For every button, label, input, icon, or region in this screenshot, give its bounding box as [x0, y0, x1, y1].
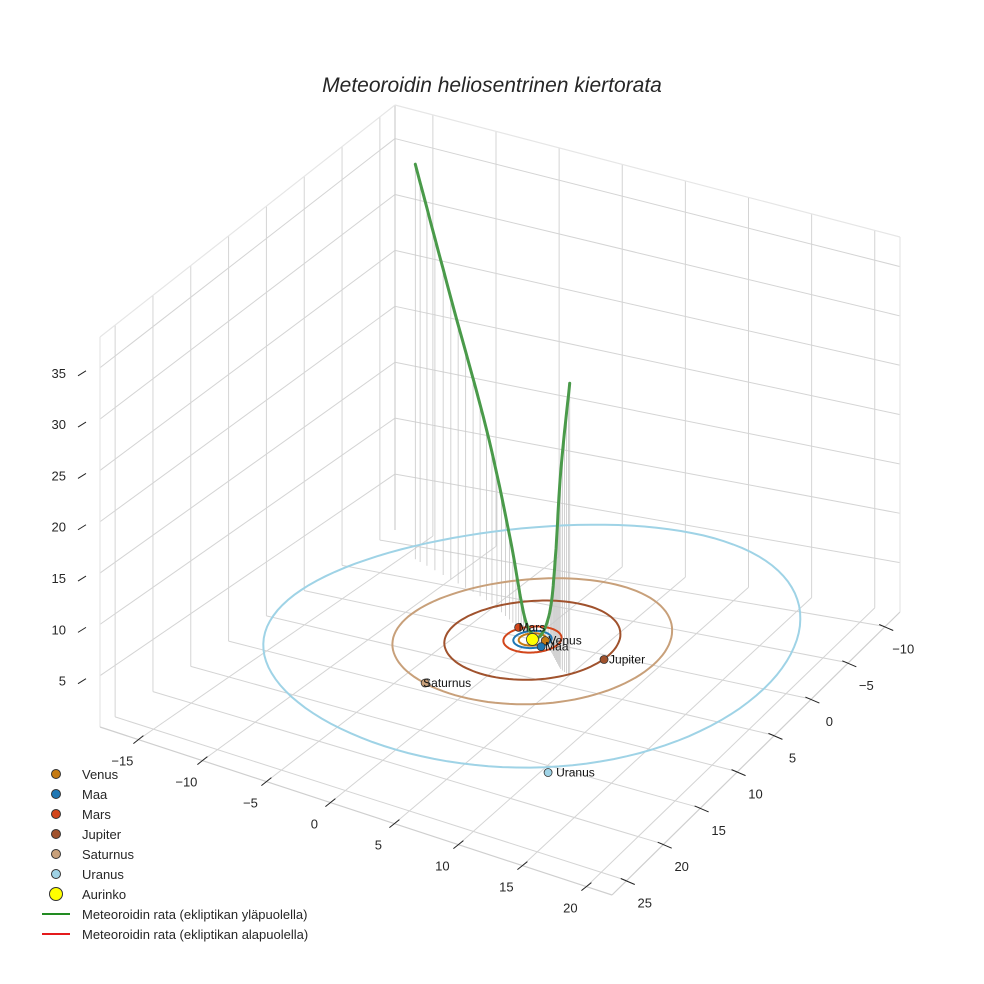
z-tick-label: 30 [52, 417, 66, 432]
saturnus-marker-icon [51, 849, 61, 859]
mars-marker [514, 623, 524, 632]
legend-item-jupiter[interactable]: Jupiter [36, 824, 308, 844]
z-tick-label: 25 [52, 468, 66, 483]
y-tick-label: 0 [826, 714, 833, 729]
y-tick-label: 20 [674, 859, 688, 874]
y-tick-label: 10 [748, 787, 762, 802]
z-tick-label: 20 [52, 520, 66, 535]
jupiter-marker-icon [51, 829, 61, 839]
legend-item-aurinko[interactable]: Aurinko [36, 884, 308, 904]
grid-lines [99, 104, 901, 896]
axis-ticks: −15 −10 −5 0 5 10 15 20 −10 −5 0 5 10 15 20 25 5 10 15 20 25… [52, 366, 915, 916]
saturnus-label: Saturnus [423, 676, 471, 690]
green-line-icon [42, 913, 70, 915]
saturnus-marker [420, 678, 430, 688]
x-tick-label: 10 [435, 859, 449, 874]
x-tick-label: −10 [175, 775, 197, 790]
sun-marker-icon [49, 887, 63, 901]
planet-orbits [262, 523, 802, 769]
legend-item-trajectory-above[interactable]: Meteoroidin rata (ekliptikan yläpuolella… [36, 904, 308, 924]
sun-marker [526, 633, 539, 646]
y-tick-label: −5 [859, 678, 874, 693]
x-tick-label: −15 [111, 754, 133, 769]
legend-item-maa[interactable]: Maa [36, 784, 308, 804]
x-tick-label: 0 [311, 817, 318, 832]
x-tick-label: −5 [243, 796, 258, 811]
z-tick-label: 10 [52, 622, 66, 637]
venus-marker-icon [51, 769, 61, 779]
z-tick-label: 35 [52, 366, 66, 381]
maa-marker-icon [51, 789, 61, 799]
legend-item-venus[interactable]: Venus [36, 764, 308, 784]
uranus-marker-icon [51, 869, 61, 879]
venus-label: Venus [548, 634, 581, 648]
x-tick-label: 20 [563, 901, 577, 916]
uranus-marker [543, 768, 553, 777]
y-tick-label: 5 [789, 750, 796, 765]
legend: Venus Maa Mars Jupiter Saturnus Uranus A… [36, 764, 308, 944]
chart-title: Meteoroidin heliosentrinen kiertorata [322, 74, 662, 97]
jupiter-marker [599, 655, 609, 664]
legend-item-mars[interactable]: Mars [36, 804, 308, 824]
jupiter-label: Jupiter [609, 653, 645, 667]
mars-marker-icon [51, 809, 61, 819]
uranus-label: Uranus [556, 766, 595, 780]
maa-label: Maa [545, 640, 569, 654]
y-tick-label: 25 [638, 895, 652, 910]
maa-marker [536, 642, 546, 652]
z-tick-label: 15 [52, 571, 66, 586]
z-tick-label: 5 [59, 674, 66, 689]
mars-label: Mars [519, 620, 546, 634]
legend-item-uranus[interactable]: Uranus [36, 864, 308, 884]
venus-marker [540, 636, 550, 646]
y-tick-label: 15 [711, 823, 725, 838]
legend-item-trajectory-below[interactable]: Meteoroidin rata (ekliptikan alapuolella… [36, 924, 308, 944]
legend-item-saturnus[interactable]: Saturnus [36, 844, 308, 864]
x-tick-label: 5 [375, 838, 382, 853]
x-tick-label: 15 [499, 880, 513, 895]
y-tick-label: −10 [892, 642, 914, 657]
red-line-icon [42, 933, 70, 935]
